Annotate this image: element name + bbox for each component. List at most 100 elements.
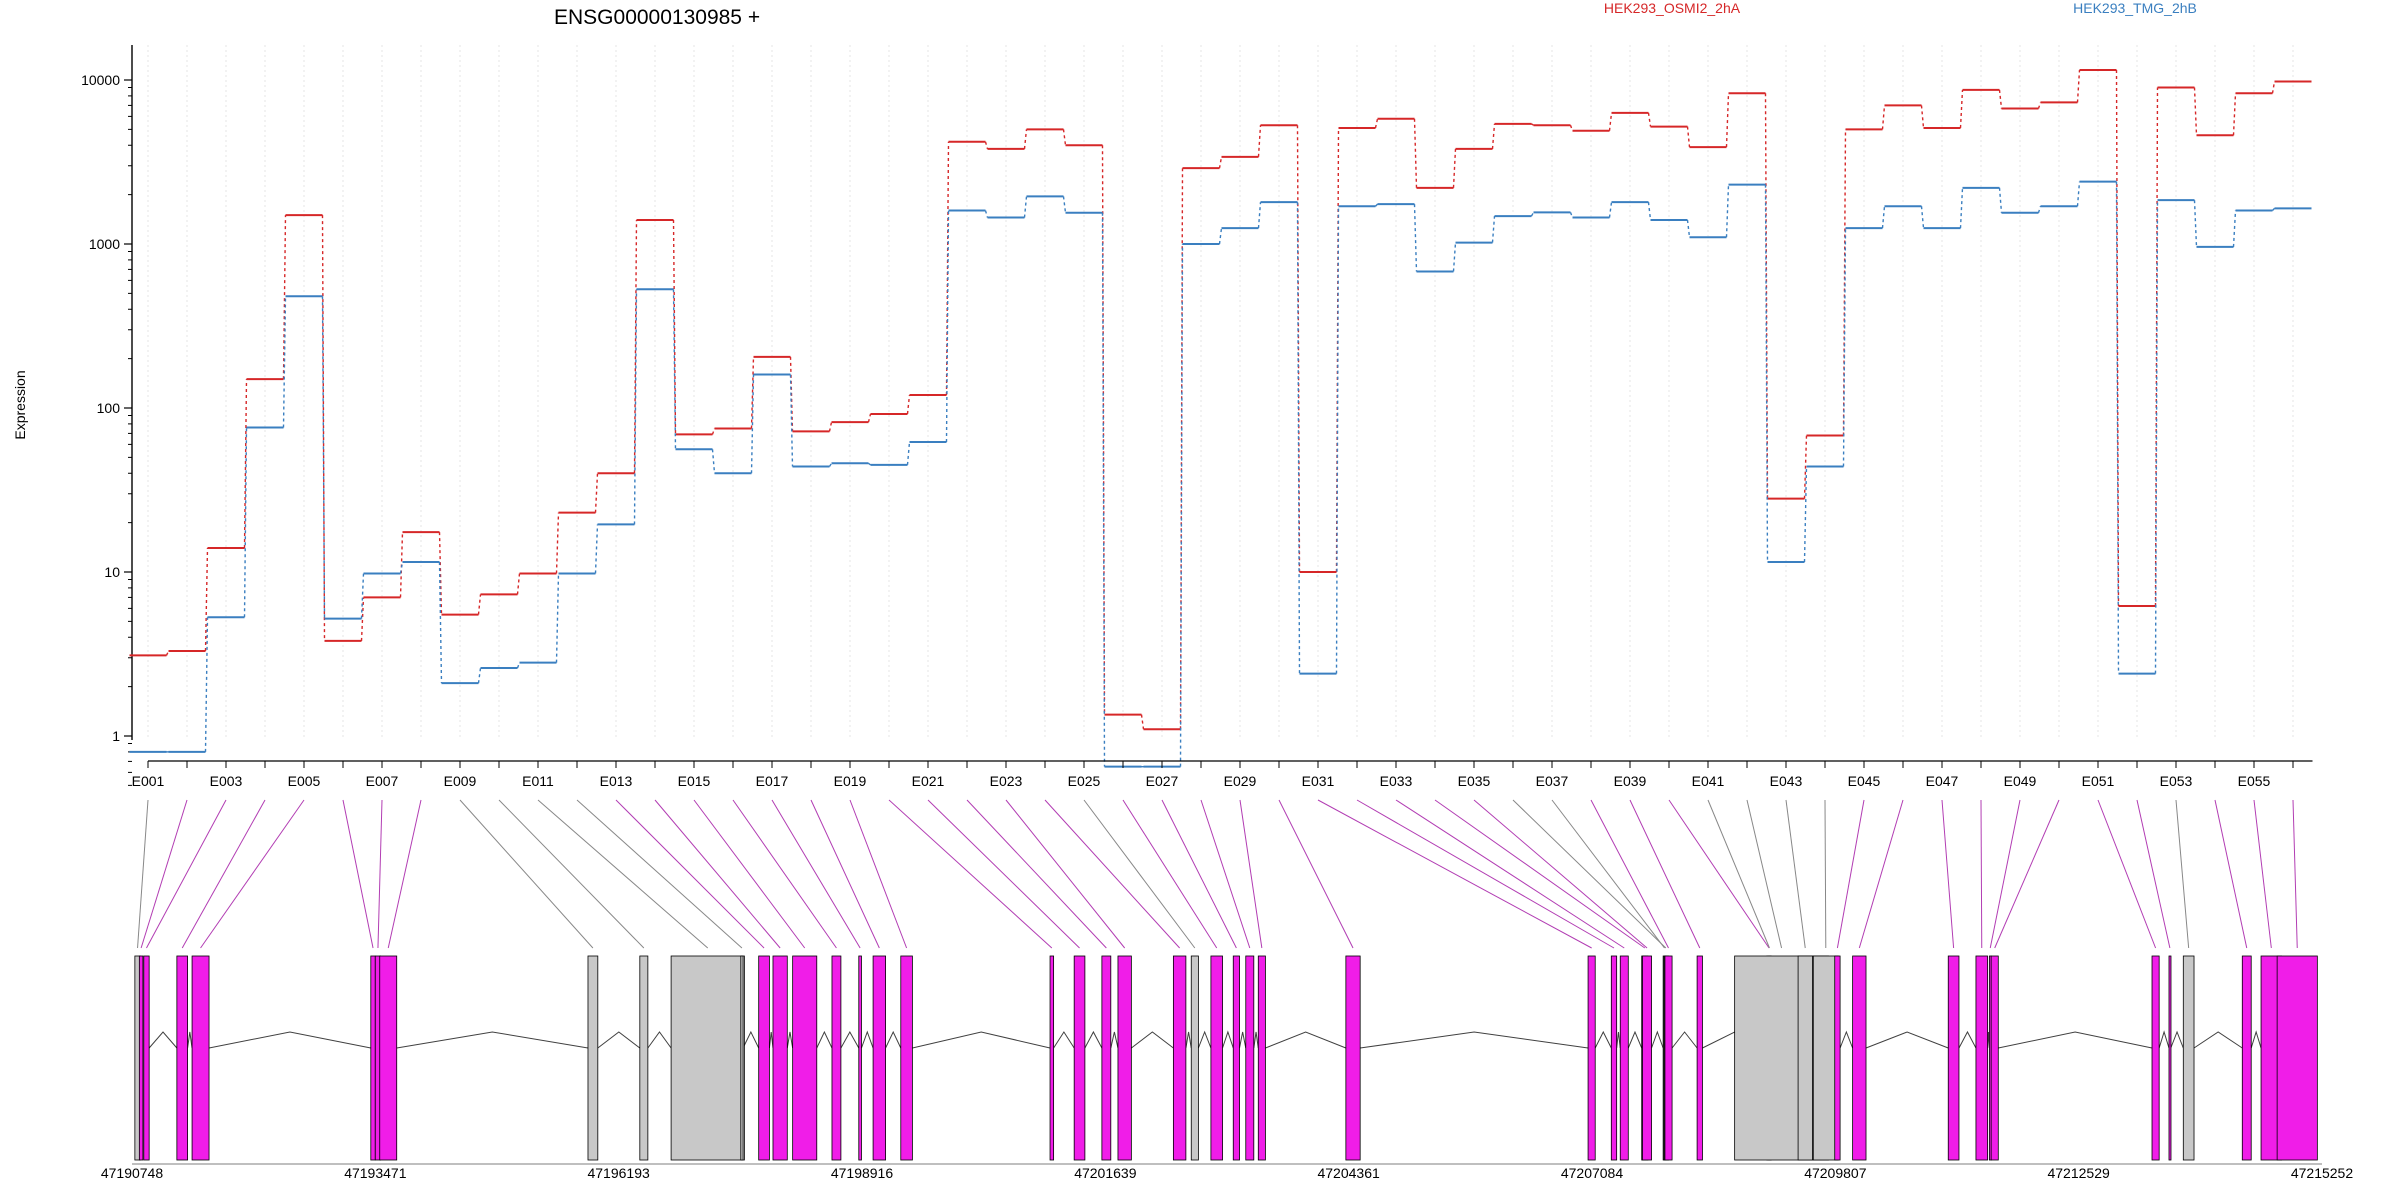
exon-box	[176, 955, 188, 1161]
exon-connector	[576, 799, 743, 949]
exon-box	[740, 955, 744, 1161]
exon-box	[1834, 955, 1841, 1161]
series-line	[1101, 212, 1106, 767]
series-line	[945, 210, 950, 443]
intron-line	[742, 1030, 760, 1049]
intron-line	[912, 1031, 1051, 1049]
intron-line	[1998, 1031, 2153, 1049]
exon-box	[1587, 955, 1596, 1161]
exon-box	[758, 955, 770, 1161]
series-line	[2271, 207, 2276, 211]
exon-connector	[1161, 799, 1237, 949]
series-line	[828, 462, 833, 467]
exon-connector	[387, 799, 422, 949]
exon-box	[1696, 955, 1703, 1161]
genomic-coordinate-label: 47193471	[344, 1165, 407, 1181]
exon-box	[1232, 955, 1240, 1161]
series-line	[1608, 112, 1613, 131]
exon-box	[1190, 955, 1199, 1161]
series-line	[321, 215, 326, 641]
exon-connector	[927, 799, 1080, 949]
series-line	[438, 562, 443, 684]
intron-line	[1958, 1030, 1977, 1049]
series-line	[1842, 228, 1847, 467]
exon-label: E055	[2238, 773, 2271, 789]
exon-label: E043	[1770, 773, 1803, 789]
chart-title: ENSG00000130985 +	[554, 6, 760, 29]
intron-line	[1616, 1031, 1621, 1049]
exon-connector	[771, 799, 861, 949]
exon-connector	[537, 799, 709, 949]
exon-connector	[2214, 799, 2248, 949]
series-line	[1881, 206, 1886, 229]
intron-line	[786, 1031, 794, 1049]
exon-label: E007	[366, 773, 399, 789]
intron-line	[1594, 1030, 1612, 1049]
exon-box	[1345, 955, 1361, 1161]
exon-label: E023	[990, 773, 1023, 789]
exon-box	[138, 955, 144, 1161]
exon-connector	[1746, 799, 1783, 949]
series-line	[1374, 203, 1379, 207]
exon-label: E019	[834, 773, 867, 789]
exon-label: E013	[600, 773, 633, 789]
exon-connector	[1629, 799, 1701, 949]
series-line	[1569, 212, 1574, 218]
series-line	[750, 374, 755, 474]
genomic-coordinate-label: 47204361	[1317, 1165, 1380, 1181]
intron-line	[1053, 1031, 1075, 1049]
exon-box	[670, 955, 745, 1161]
exon-box	[1990, 955, 1999, 1161]
intron-line	[597, 1031, 641, 1049]
exon-grid	[147, 45, 2294, 740]
intron-line	[208, 1031, 371, 1049]
exon-box	[587, 955, 599, 1161]
exon-connector	[1785, 799, 1806, 949]
exon-connector	[1707, 799, 1770, 949]
exon-label: E025	[1068, 773, 1101, 789]
exon-label: E021	[912, 773, 945, 789]
exon-label: E041	[1692, 773, 1725, 789]
exon-box	[1073, 955, 1086, 1161]
series-line	[1530, 211, 1535, 217]
exon-connector	[1980, 799, 1983, 949]
exon-box	[2168, 955, 2172, 1161]
series-line	[594, 473, 599, 513]
exon-label: E011	[522, 773, 554, 789]
series-line	[399, 561, 404, 574]
series-line	[1452, 242, 1457, 272]
exon-box	[1101, 955, 1112, 1161]
exon-connector	[1122, 799, 1218, 949]
series-line	[1803, 466, 1808, 563]
y-tick-label: 100	[97, 400, 121, 416]
series-line	[1998, 187, 2003, 213]
exon-label: E027	[1146, 773, 1179, 789]
exon-connector	[1512, 799, 1667, 949]
series-line	[868, 462, 871, 466]
exon-box	[191, 955, 210, 1161]
axes: 1 10 100 1000 10000	[81, 45, 133, 786]
series-line	[1413, 204, 1418, 272]
exon-box	[370, 955, 376, 1161]
series-line	[867, 413, 872, 423]
exon-connector	[1278, 799, 1354, 949]
genomic-coordinate-label: 47209807	[1804, 1165, 1867, 1181]
series-line	[1686, 126, 1691, 148]
exon-box	[1172, 955, 1187, 1161]
series-line	[1257, 125, 1262, 157]
genomic-coordinate-label: 47212529	[2047, 1165, 2110, 1181]
series-line	[633, 220, 638, 474]
intron-line	[1651, 1030, 1664, 1049]
series-line	[1608, 202, 1613, 218]
intron-line	[1084, 1030, 1103, 1049]
exon-connector	[693, 799, 806, 949]
intron-line	[1131, 1031, 1174, 1049]
exon-connector	[810, 799, 880, 949]
intron-line	[1185, 1031, 1192, 1049]
series-line	[360, 597, 365, 641]
intron-line	[1110, 1031, 1119, 1049]
series-line	[1959, 187, 1964, 229]
exon-box	[143, 955, 150, 1161]
series-line	[1062, 196, 1067, 213]
